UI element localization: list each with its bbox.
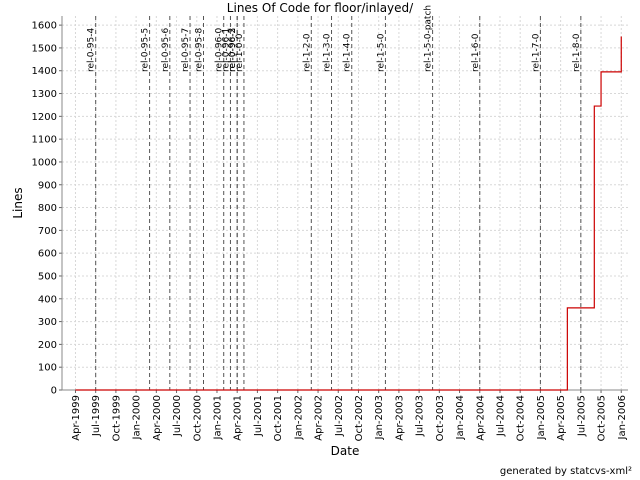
release-label: rel-0-95-6 [161, 28, 171, 72]
release-label: rel-1-3-0 [323, 33, 333, 72]
y-tick-label: 900 [38, 180, 57, 191]
x-tick-label: Oct-1999 [111, 395, 122, 441]
release-label: rel-0-96-1 [221, 28, 231, 72]
y-tick-label: 600 [38, 249, 57, 260]
x-axis-label: Date [331, 444, 360, 458]
y-tick-label: 500 [38, 271, 57, 282]
y-tick-label: 200 [38, 340, 57, 351]
release-label: rel-1-4-0 [343, 33, 353, 72]
x-tick-label: Jan-2001 [212, 395, 223, 440]
y-tick-label: 100 [38, 363, 57, 374]
x-tick-label: Jan-2003 [374, 395, 385, 440]
x-tick-label: Apr-1999 [71, 395, 82, 441]
plot-area [62, 16, 628, 390]
release-label: rel-1-8-0 [572, 33, 582, 72]
y-tick-label: 800 [38, 203, 57, 214]
release-label: rel-0-96-0 [215, 28, 225, 72]
footer: generated by statcvs-xml² [500, 466, 632, 477]
x-tick-label: Oct-2004 [516, 395, 527, 441]
x-tick-label: Jan-2004 [455, 395, 466, 440]
y-axis-label: Lines [11, 187, 25, 218]
release-label: rel-1-5-0-patch [424, 5, 434, 72]
x-tick-label: Oct-2000 [192, 395, 203, 441]
x-tick-label: Jul-1999 [91, 395, 102, 437]
release-label: rel-0-95-4 [87, 28, 97, 72]
y-tick-label: 700 [38, 226, 57, 237]
release-label: rel-0-95-8 [195, 28, 205, 72]
x-tick-label: Apr-2003 [394, 395, 405, 441]
x-tick-label: Oct-2003 [435, 395, 446, 441]
x-tick-label: Jan-2005 [536, 395, 547, 440]
chart-title: Lines Of Code for floor/inlayed/ [227, 1, 414, 15]
y-tick-label: 1400 [32, 66, 57, 77]
x-tick-label: Apr-2004 [475, 395, 486, 441]
release-label: rel-1-0-0 [235, 33, 245, 72]
y-tick-label: 1300 [32, 89, 57, 100]
x-tick-label: Jul-2002 [334, 395, 345, 437]
x-tick-label: Oct-2002 [354, 395, 365, 441]
release-label: rel-1-2-0 [302, 33, 312, 72]
y-tick-label: 0 [51, 386, 57, 397]
y-tick-label: 1200 [32, 112, 57, 123]
x-tick-label: Apr-2005 [556, 395, 567, 441]
data-line [75, 36, 622, 391]
x-tick-label: Jul-2001 [253, 395, 264, 437]
release-label: rel-0-96-2 [228, 28, 238, 72]
y-tick-label: 300 [38, 317, 57, 328]
x-tick-label: Oct-2001 [273, 395, 284, 441]
y-tick-label: 400 [38, 294, 57, 305]
release-label: rel-1-5-0 [376, 33, 386, 72]
x-tick-label: Jan-2006 [617, 395, 628, 440]
release-label: rel-0-95-5 [141, 28, 151, 72]
x-tick-label: Apr-2000 [152, 395, 163, 441]
x-tick-label: Jul-2000 [172, 395, 183, 437]
x-tick-label: Jan-2000 [132, 395, 143, 440]
x-tick-label: Oct-2005 [597, 395, 608, 441]
x-tick-label: Jul-2004 [495, 395, 506, 437]
y-tick-label: 1100 [32, 135, 57, 146]
release-label: rel-0-96-3 [228, 28, 238, 72]
x-tick-label: Jul-2005 [576, 395, 587, 437]
x-tick-label: Apr-2002 [314, 395, 325, 441]
x-tick-label: Jan-2002 [293, 395, 304, 440]
release-label: rel-1-7-0 [531, 33, 541, 72]
y-tick-label: 1600 [32, 21, 57, 32]
release-label: rel-1-6-0 [471, 33, 481, 72]
y-tick-label: 1000 [32, 157, 57, 168]
x-tick-label: Apr-2001 [233, 395, 244, 441]
release-label: rel-0-95-7 [181, 28, 191, 72]
y-tick-label: 1500 [32, 43, 57, 54]
x-tick-label: Jul-2003 [415, 395, 426, 437]
